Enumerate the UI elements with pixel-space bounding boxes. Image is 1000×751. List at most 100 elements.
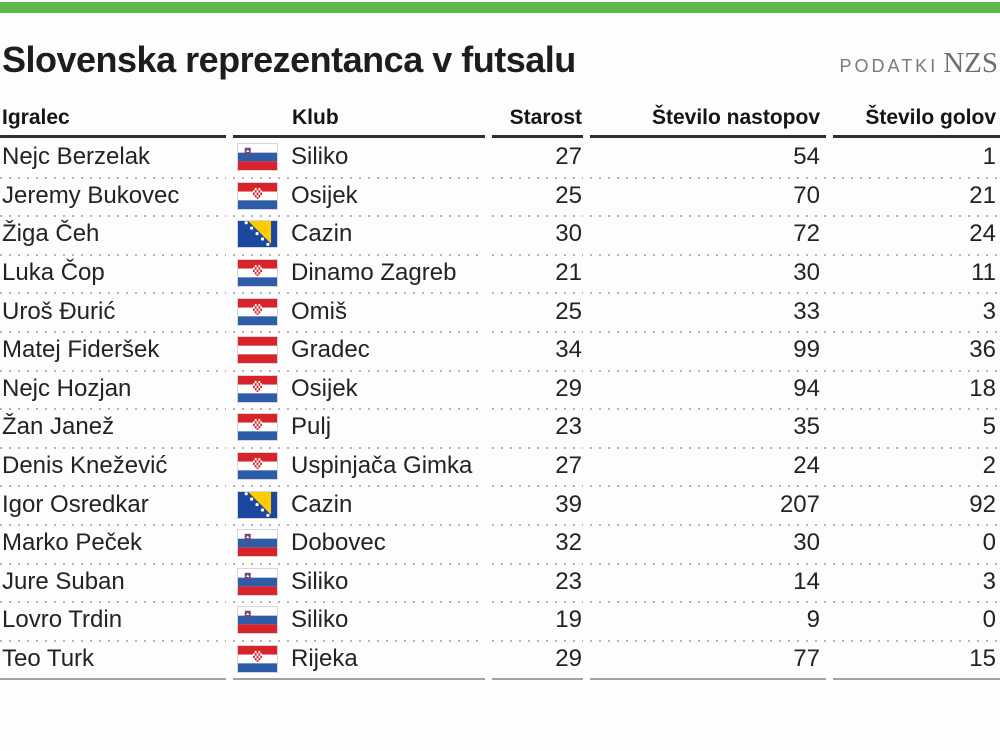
- club-name: Dinamo Zagreb: [291, 259, 457, 287]
- caps-value: 77: [590, 639, 826, 679]
- goals-value: 15: [833, 639, 1000, 679]
- table-row: Lovro Trdin Siliko 19 9 0: [0, 601, 1000, 640]
- column-header-goals: Število golov: [833, 106, 1000, 138]
- club-cell: Dinamo Zagreb: [233, 253, 485, 293]
- goals-value: 11: [833, 253, 1000, 293]
- player-name: Žan Janež: [0, 408, 226, 447]
- caps-value: 35: [590, 408, 826, 447]
- age-value: 25: [492, 176, 583, 216]
- caps-value: 207: [590, 485, 826, 524]
- table-footer-rule: [0, 678, 1000, 681]
- club-name: Uspinjača Gimka: [291, 452, 473, 480]
- club-name: Siliko: [291, 567, 349, 595]
- club-name: Siliko: [291, 606, 349, 634]
- table-row: Jure Suban Siliko 23 14 3: [0, 562, 1000, 602]
- goals-value: 92: [833, 485, 1000, 524]
- club-name: Osijek: [291, 181, 358, 209]
- player-name: Nejc Hozjan: [0, 369, 226, 409]
- caps-value: 99: [590, 330, 826, 370]
- croatia-flag-icon: [237, 374, 278, 403]
- caps-value: 14: [590, 562, 826, 602]
- table-row: Uroš Đurić Omiš 25 33 3: [0, 292, 1000, 331]
- caps-value: 72: [590, 215, 826, 254]
- player-name: Teo Turk: [0, 639, 226, 679]
- age-value: 21: [492, 253, 583, 293]
- age-value: 29: [492, 369, 583, 409]
- age-value: 29: [492, 639, 583, 679]
- caps-value: 54: [793, 143, 820, 171]
- table-row: Igor Osredkar Cazin 39 207 92: [0, 485, 1000, 524]
- player-name: Denis Knežević: [0, 446, 226, 486]
- player-name: Marko Peček: [0, 523, 226, 563]
- caps-value: 94: [590, 369, 826, 409]
- age-value: 32: [492, 523, 583, 563]
- goals-value: 24: [833, 215, 1000, 254]
- slovenia-flag-icon: [237, 143, 278, 172]
- player-name: Žiga Čeh: [0, 215, 226, 254]
- goals-value: 36: [833, 330, 1000, 370]
- table-header-row: Igralec Klub Starost Število nastopov Št…: [0, 106, 1000, 138]
- club-cell: Uspinjača Gimka: [233, 446, 485, 486]
- croatia-flag-icon: [237, 181, 278, 210]
- top-accent-bar: [0, 2, 1000, 13]
- player-name: Nejc Berzelak: [2, 143, 151, 171]
- player-name: Uroš Đurić: [0, 292, 226, 331]
- goals-value: 2: [833, 446, 1000, 486]
- bosnia-flag-icon: [237, 490, 278, 519]
- austria-flag-icon: [237, 336, 278, 365]
- club-name: Cazin: [291, 220, 353, 248]
- club-name: Dobovec: [291, 529, 386, 557]
- slovenia-flag-icon: [237, 606, 278, 635]
- club-name: Siliko: [291, 143, 349, 171]
- club-name: Gradec: [291, 336, 370, 364]
- slovenia-flag-icon: [237, 567, 278, 596]
- player-name: Igor Osredkar: [0, 485, 226, 524]
- source-name-label: NZS: [943, 47, 998, 79]
- croatia-flag-icon: [237, 413, 278, 442]
- player-name: Jure Suban: [0, 562, 226, 602]
- croatia-flag-icon: [237, 297, 278, 326]
- age-value: 19: [492, 601, 583, 640]
- table-row: Marko Peček Dobovec 32 30 0: [0, 523, 1000, 563]
- club-cell: Siliko: [233, 601, 485, 640]
- age-value: 25: [492, 292, 583, 331]
- goals-value: 21: [833, 176, 1000, 216]
- column-header-player: Igralec: [0, 106, 226, 138]
- croatia-flag-icon: [237, 645, 278, 674]
- age-value: 23: [492, 408, 583, 447]
- club-cell: Siliko: [233, 562, 485, 602]
- caps-value: 30: [590, 523, 826, 563]
- caps-value: 33: [590, 292, 826, 331]
- club-cell: Pulj: [233, 408, 485, 447]
- bosnia-flag-icon: [237, 220, 278, 249]
- futsal-players-table: Igralec Klub Starost Število nastopov Št…: [0, 106, 1000, 681]
- goals-value: 3: [833, 292, 1000, 331]
- age-value: 27: [555, 143, 582, 171]
- club-cell: Gradec: [233, 330, 485, 370]
- page-title: Slovenska reprezentanca v futsalu: [2, 39, 576, 80]
- player-name: Jeremy Bukovec: [0, 176, 226, 216]
- club-name: Cazin: [291, 490, 353, 518]
- club-name: Osijek: [291, 374, 358, 402]
- croatia-flag-icon: [237, 452, 278, 481]
- caps-value: 24: [590, 446, 826, 486]
- slovenia-flag-icon: [237, 529, 278, 558]
- column-header-club: Klub: [233, 106, 485, 138]
- player-name: Lovro Trdin: [0, 601, 226, 640]
- age-value: 39: [492, 485, 583, 524]
- club-cell: Cazin: [233, 485, 485, 524]
- club-cell: Rijeka: [233, 639, 485, 679]
- club-name: Rijeka: [291, 645, 358, 673]
- table-row: Denis Knežević Uspinjača Gimka 27 24 2: [0, 446, 1000, 486]
- club-cell: Dobovec: [233, 523, 485, 563]
- club-cell: Osijek: [233, 176, 485, 216]
- goals-value: 1: [982, 143, 996, 171]
- goals-value: 18: [833, 369, 1000, 409]
- club-cell: Osijek: [233, 369, 485, 409]
- goals-value: 3: [833, 562, 1000, 602]
- club-cell: Cazin: [233, 215, 485, 254]
- column-header-age: Starost: [492, 106, 583, 138]
- table-row: Žiga Čeh Cazin 30 72 24: [0, 215, 1000, 254]
- club-cell: Omiš: [233, 292, 485, 331]
- goals-value: 0: [833, 523, 1000, 563]
